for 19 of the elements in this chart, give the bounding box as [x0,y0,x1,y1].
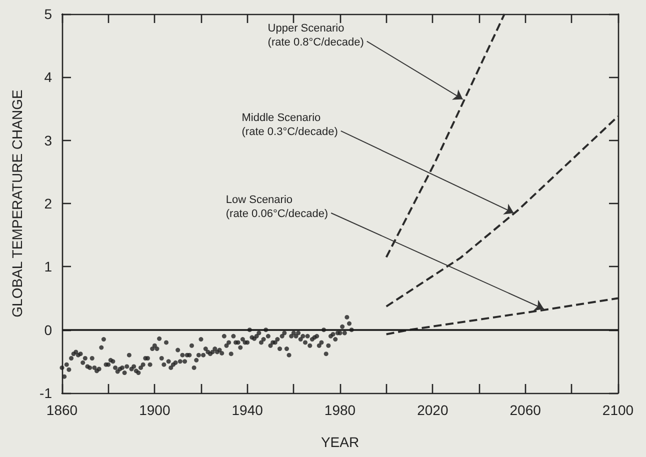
x-tick-label: 2100 [602,402,634,418]
y-tick-label: 5 [44,6,52,22]
y-tick-label: 3 [44,132,52,148]
y-tick-label: 1 [44,258,52,275]
x-tick-label: 2020 [417,402,448,418]
x-tick-label: 1940 [232,402,264,418]
x-tick-label: 1980 [324,402,356,418]
y-axis-title: GLOBAL TEMPERATURE CHANGE [9,90,25,318]
x-tick-label: 2060 [510,402,542,418]
y-tick-label: 0 [44,322,52,338]
y-tick-label: 2 [44,196,52,212]
y-tick-label: 4 [44,69,52,86]
x-axis-title: YEAR [320,434,360,450]
x-tick-label: 1860 [46,402,78,418]
annotation: Middle Scenario (rate 0.3°C/decade) [242,112,338,138]
y-tick-label: -1 [40,385,52,401]
annotation: Upper Scenario (rate 0.8°C/decade) [268,22,364,48]
x-tick-label: 1900 [139,402,170,418]
annotation: Low Scenario (rate 0.06°C/decade) [226,194,328,220]
